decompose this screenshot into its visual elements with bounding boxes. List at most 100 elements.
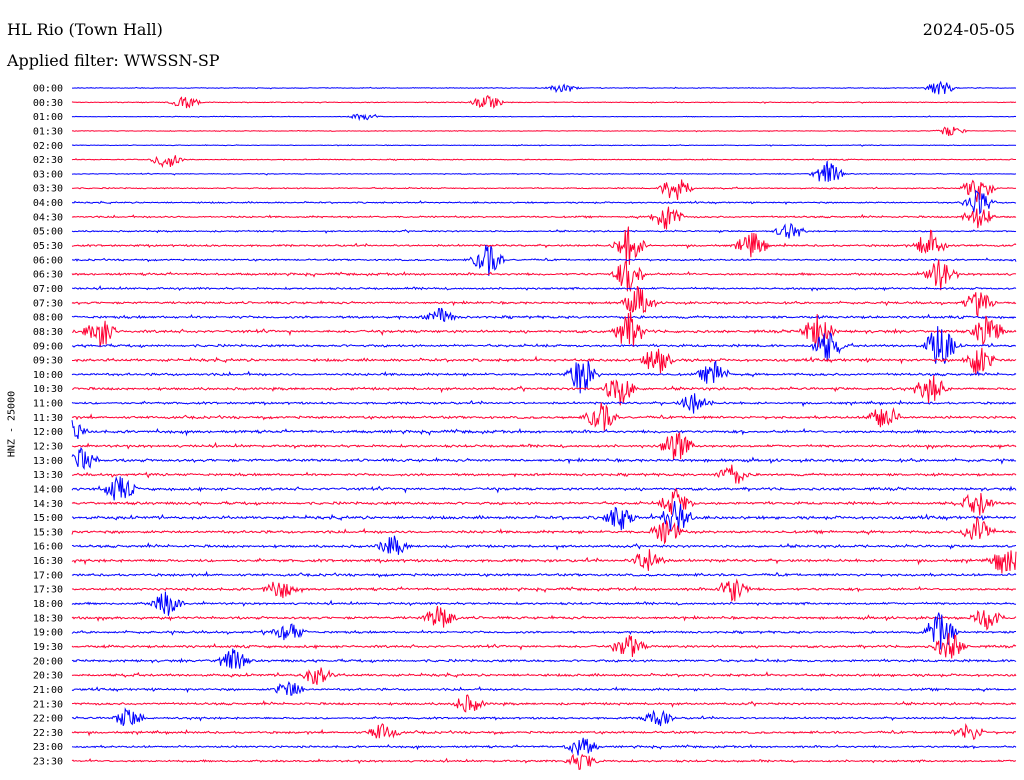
row-time-label: 01:00 — [33, 112, 63, 123]
trace-line — [72, 285, 1017, 292]
row-time-label: 17:00 — [33, 570, 63, 581]
trace-line — [71, 681, 1017, 696]
row-time-label: 14:30 — [33, 499, 63, 510]
trace-line — [71, 707, 1017, 727]
row-time-label: 20:00 — [33, 656, 63, 667]
trace-line — [71, 737, 1017, 756]
row-time-label: 11:30 — [33, 413, 63, 424]
trace-line — [71, 285, 1017, 319]
trace-line — [71, 161, 1017, 182]
trace-line — [71, 402, 1017, 431]
trace-line — [71, 94, 1017, 109]
row-time-label: 16:30 — [33, 556, 63, 567]
trace-line — [71, 311, 1017, 348]
row-time-label: 10:00 — [33, 370, 63, 381]
trace-line — [71, 632, 1017, 659]
trace-line — [71, 535, 1017, 555]
row-time-label: 20:30 — [33, 671, 63, 682]
row-time-label: 12:00 — [33, 427, 63, 438]
row-time-label: 04:30 — [33, 212, 63, 223]
trace-line — [71, 206, 1017, 230]
seismic-traces — [71, 80, 1017, 771]
filter-label: Applied filter: — [7, 51, 119, 70]
row-time-label: 00:00 — [33, 84, 63, 95]
trace-line — [71, 179, 1017, 203]
row-time-label: 03:30 — [33, 184, 63, 195]
row-time-label: 21:30 — [33, 699, 63, 710]
row-time-label: 18:00 — [33, 599, 63, 610]
trace-line — [71, 431, 1017, 460]
trace-line — [71, 360, 1017, 394]
row-time-label: 08:00 — [33, 313, 63, 324]
trace-line — [72, 375, 1017, 406]
trace-line — [71, 648, 1017, 669]
trace-line — [71, 667, 1017, 685]
row-time-label: 10:30 — [33, 384, 63, 395]
trace-line — [71, 694, 1017, 713]
plot-date: 2024-05-05 — [922, 20, 1015, 39]
row-time-label: 07:30 — [33, 298, 63, 309]
trace-line — [71, 144, 1017, 147]
row-time-label: 00:30 — [33, 98, 63, 109]
row-time-label: 19:30 — [33, 642, 63, 653]
row-time-label: 09:00 — [33, 341, 63, 352]
row-labels: 00:00 00:30 01:00 01:30 02:00 02:30 03:00 03:30… — [33, 84, 63, 768]
trace-line — [71, 516, 1017, 545]
row-time-label: 02:00 — [33, 141, 63, 152]
row-time-label: 06:30 — [33, 270, 63, 281]
trace-line — [71, 722, 1017, 741]
trace-line — [71, 591, 1016, 616]
trace-line — [71, 126, 1017, 136]
row-time-label: 22:00 — [33, 714, 63, 725]
trace-line — [71, 570, 1017, 579]
trace-line — [71, 612, 1016, 650]
row-time-label: 23:30 — [33, 757, 63, 768]
filter-line: Applied filter: WWSSN-SP — [7, 51, 220, 71]
trace-line — [71, 222, 1017, 239]
trace-line — [71, 226, 1017, 265]
trace-line — [71, 605, 1017, 631]
trace-line — [71, 155, 1016, 168]
row-time-label: 18:30 — [33, 613, 63, 624]
trace-line — [71, 244, 1017, 276]
trace-line — [71, 326, 1016, 364]
trace-line — [71, 501, 1017, 533]
row-time-label: 08:30 — [33, 327, 63, 338]
row-time-label: 09:30 — [33, 356, 63, 367]
row-time-label: 12:30 — [33, 442, 63, 453]
row-time-label: 16:00 — [33, 542, 63, 553]
row-time-label: 05:30 — [33, 241, 63, 252]
trace-line — [71, 488, 1017, 516]
trace-line — [71, 189, 1017, 215]
trace-line — [71, 259, 1017, 293]
trace-line — [72, 80, 1017, 95]
row-time-label: 11:00 — [33, 399, 63, 410]
row-time-label: 21:00 — [33, 685, 63, 696]
row-time-label: 05:00 — [33, 227, 63, 238]
trace-line — [71, 753, 1017, 771]
row-time-label: 15:00 — [33, 513, 63, 524]
row-time-label: 02:30 — [33, 155, 63, 166]
trace-line — [71, 393, 1017, 414]
trace-line — [71, 420, 1017, 440]
row-time-label: 17:30 — [33, 585, 63, 596]
station-title: HL Rio (Town Hall) — [7, 20, 163, 39]
trace-line — [72, 347, 1017, 375]
row-time-label: 06:00 — [33, 255, 63, 266]
trace-line — [71, 475, 1017, 501]
trace-line — [71, 307, 1017, 323]
row-time-label: 22:30 — [33, 728, 63, 739]
row-time-label: 15:30 — [33, 527, 63, 538]
row-time-label: 14:00 — [33, 484, 63, 495]
trace-line — [71, 446, 1017, 471]
trace-line — [71, 549, 1017, 574]
trace-line — [71, 113, 1017, 122]
row-time-label: 13:30 — [33, 470, 63, 481]
row-time-label: 23:00 — [33, 742, 63, 753]
row-time-label: 01:30 — [33, 126, 63, 137]
row-time-label: 04:00 — [33, 198, 63, 209]
filter-value: WWSSN-SP — [123, 51, 220, 70]
trace-line — [72, 464, 1017, 484]
row-time-label: 19:00 — [33, 628, 63, 639]
